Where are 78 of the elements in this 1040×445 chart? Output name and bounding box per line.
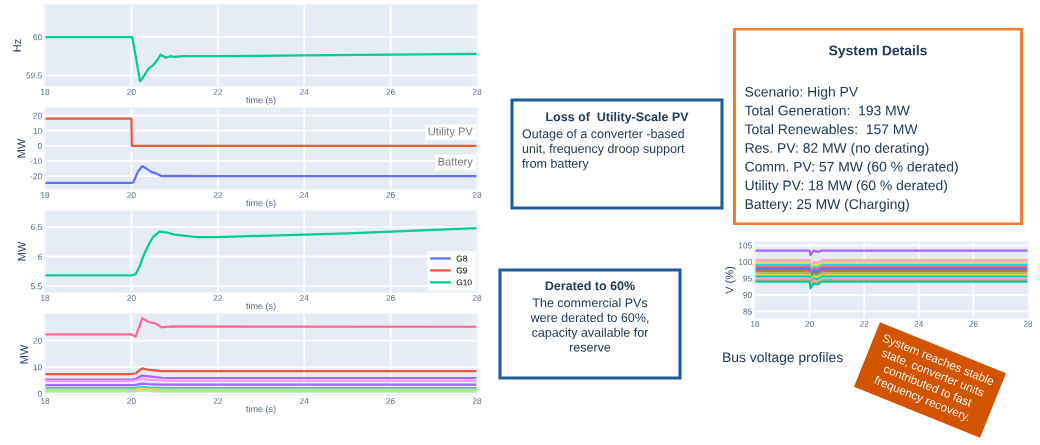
x-tick-label: 28 <box>472 398 482 404</box>
x-tick-label: 24 <box>299 398 309 404</box>
x-tick-label: 18 <box>751 321 760 327</box>
text: Derated to 60% <box>545 281 635 291</box>
x-tick-label: 22 <box>213 89 223 95</box>
text: Total Generation: 193 MW <box>744 105 910 116</box>
text: Total Renewables: 157 MW <box>744 123 918 135</box>
x-axis-title: time (s) <box>246 96 276 105</box>
text: Bus voltage profiles <box>723 352 843 365</box>
x-tick-label: 26 <box>386 398 395 404</box>
y-tick-label: 6.5 <box>31 224 42 231</box>
x-tick-label: 22 <box>213 398 223 404</box>
y-tick-label: 59.5 <box>26 72 42 79</box>
x-axis-title: time (s) <box>246 405 276 414</box>
legend-label: G10 <box>456 279 472 286</box>
x-axis-title: time (s) <box>246 302 276 311</box>
x-tick-label: 28 <box>472 192 482 198</box>
y-tick-label: -20 <box>30 173 42 180</box>
x-tick-label: 20 <box>127 398 136 404</box>
x-tick-label: 18 <box>41 295 50 301</box>
text: The commercial PVs were derated to 60%, capacity available for reserve <box>530 298 649 352</box>
x-tick-label: 26 <box>969 321 978 327</box>
x-tick-label: 20 <box>805 321 814 327</box>
x-tick-label: 28 <box>472 295 482 301</box>
y-tick-label: 90 <box>743 292 752 298</box>
y-axis-title: MW <box>20 344 28 364</box>
x-tick-label: 26 <box>386 192 395 198</box>
y-axis-title: MW <box>17 241 26 261</box>
text: Comm. PV: 57 MW (60 % derated) <box>745 161 958 175</box>
y-tick-label: 60 <box>33 34 42 41</box>
y-tick-label: 5.5 <box>30 283 42 290</box>
y-tick-label: 20 <box>33 112 42 119</box>
line-series <box>45 317 477 338</box>
text: Outage of a converter -based unit, frequency droop support from battery <box>522 129 685 171</box>
y-tick-label: 0 <box>37 390 42 397</box>
y-tick-label: 6 <box>38 253 42 260</box>
text: System Details <box>828 45 927 59</box>
x-tick-label: 20 <box>127 295 136 301</box>
x-tick-label: 26 <box>386 295 395 301</box>
text: Utility PV: 18 MW (60 % derated) <box>745 180 947 194</box>
y-tick-label: 85 <box>743 308 752 315</box>
x-tick-label: 28 <box>472 89 482 95</box>
x-tick-label: 22 <box>213 192 223 198</box>
line-series <box>45 35 477 83</box>
y-tick-label: 20 <box>33 337 42 344</box>
series-label: Utility PV <box>428 127 473 138</box>
line-series <box>45 227 477 277</box>
y-tick-label: -10 <box>30 158 42 165</box>
text: Battery: 25 MW (Charging) <box>745 198 909 212</box>
legend-label: G8 <box>456 255 467 262</box>
x-tick-label: 22 <box>213 295 223 301</box>
x-tick-label: 24 <box>299 295 309 301</box>
x-tick-label: 24 <box>299 89 309 95</box>
y-tick-label: 10 <box>33 127 42 134</box>
x-tick-label: 28 <box>1023 321 1033 327</box>
x-tick-label: 22 <box>859 321 869 327</box>
text: Scenario: High PV <box>745 86 859 100</box>
x-tick-label: 26 <box>386 89 395 95</box>
x-tick-label: 18 <box>41 192 50 198</box>
y-tick-label: 10 <box>33 364 42 371</box>
legend-label: G9 <box>456 267 467 274</box>
x-tick-label: 20 <box>127 89 136 95</box>
y-tick-label: 100 <box>738 259 752 265</box>
y-tick-label: 0 <box>37 143 42 149</box>
series-label: Battery <box>438 157 473 168</box>
text: Loss of Utility-Scale PV <box>546 112 689 124</box>
x-axis-title: time (s) <box>246 199 276 208</box>
y-axis-title: Hz <box>13 39 21 52</box>
x-tick-label: 18 <box>41 398 50 404</box>
text: Res. PV: 82 MW (no derating) <box>745 142 929 156</box>
x-tick-label: 18 <box>41 89 50 95</box>
y-tick-label: 95 <box>743 275 752 282</box>
x-tick-label: 20 <box>127 192 136 198</box>
y-tick-label: 105 <box>738 242 752 249</box>
y-axis-title: V (%) <box>725 266 736 294</box>
y-axis-title: MW <box>17 138 26 158</box>
x-tick-label: 24 <box>914 321 924 327</box>
x-tick-label: 24 <box>299 192 309 198</box>
